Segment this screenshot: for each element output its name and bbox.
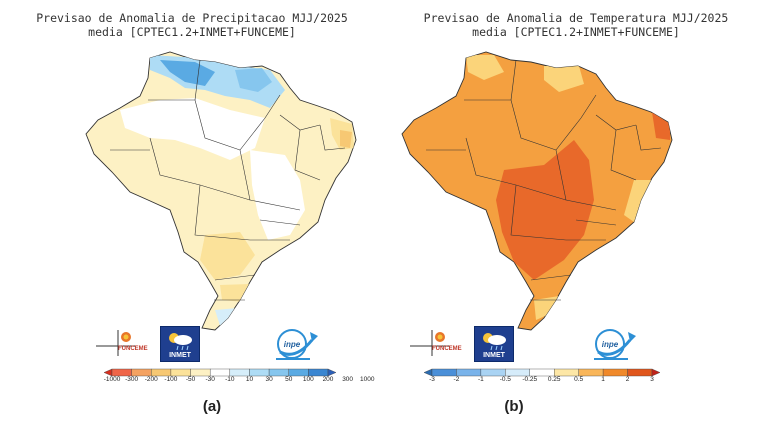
temp-colorbar-segment bbox=[480, 368, 506, 377]
inmet-logo-text: INMET bbox=[483, 352, 505, 359]
temp-colorbar-tick-label: 2 bbox=[625, 376, 630, 383]
precip-colorbar-segment bbox=[288, 368, 309, 377]
inmet-logo: INMET bbox=[474, 326, 514, 362]
precip-colorbar-tick-label: -200 bbox=[144, 376, 158, 383]
inmet-logo-emblem bbox=[483, 333, 506, 351]
precip-neutral-center bbox=[250, 150, 305, 240]
temp-colorbar-segment bbox=[456, 368, 482, 377]
temp-colorbar-tick-label: -2 bbox=[453, 376, 460, 383]
temp-subtitle: media [CPTEC1.2+INMET+FUNCEME] bbox=[472, 25, 680, 39]
precip-colorbar bbox=[104, 368, 336, 377]
precip-colorbar-tick-label: 50 bbox=[285, 376, 293, 383]
temp-light-north-amapa bbox=[544, 66, 584, 92]
temp-colorbar-tick-label: -1 bbox=[477, 376, 484, 383]
temp-colorbar-segment bbox=[554, 368, 579, 377]
temp-light-north-roraima bbox=[466, 55, 504, 80]
temp-colorbar-arrow-high bbox=[651, 368, 660, 377]
temp-strong-center-west bbox=[496, 140, 594, 280]
temp-colorbar-segment bbox=[627, 368, 653, 377]
temp-colorbar-segment bbox=[529, 368, 555, 377]
inpe-logo-text: inpe bbox=[284, 340, 301, 349]
temperature-panel: Previsao de Anomalia de Temperatura MJJ/… bbox=[384, 0, 768, 432]
panel-label-b: (b) bbox=[504, 398, 524, 415]
precip-colorbar-segment bbox=[268, 368, 289, 377]
precip-colorbar-segments bbox=[104, 368, 336, 377]
temp-colorbar-segment bbox=[505, 368, 530, 377]
inpe-logo: inpe bbox=[276, 329, 318, 360]
temp-colorbar-segment bbox=[578, 368, 604, 377]
temp-colorbar-segments bbox=[424, 368, 660, 377]
precip-colorbar-segment bbox=[111, 368, 132, 377]
precip-strong-positive-north bbox=[160, 60, 215, 86]
precip-colorbar-segment bbox=[229, 368, 250, 377]
precip-colorbar-arrow-low bbox=[104, 368, 113, 377]
temp-colorbar bbox=[424, 368, 660, 377]
precip-colorbar-segment bbox=[249, 368, 270, 377]
precip-colorbar-segment bbox=[308, 368, 329, 377]
temp-title: Previsao de Anomalia de Temperatura MJJ/… bbox=[423, 11, 729, 25]
temp-colorbar-tick-label: 0.25 bbox=[547, 376, 561, 383]
state-boundaries-precip bbox=[110, 59, 346, 301]
precip-neutral-south bbox=[215, 308, 240, 330]
precip-colorbar-tick-label: -300 bbox=[125, 376, 139, 383]
funceme-logo bbox=[410, 330, 450, 356]
funceme-logo bbox=[96, 330, 136, 356]
temp-colorbar-tick-label: 3 bbox=[650, 376, 654, 383]
funceme-logo-text: FUNCEME bbox=[118, 346, 148, 352]
temp-colorbar-segment bbox=[602, 368, 628, 377]
temp-colorbar-tick-label: -0.25 bbox=[522, 376, 538, 383]
inmet-logo-text: INMET bbox=[169, 352, 191, 359]
precip-colorbar-tick-label: 200 bbox=[322, 376, 334, 383]
precip-colorbar-tick-label: -10 bbox=[225, 376, 235, 383]
funceme-logo-text: FUNCEME bbox=[432, 346, 462, 352]
precip-colorbar-tick-label: -50 bbox=[185, 376, 196, 383]
precip-colorbar-tick-label: 300 bbox=[342, 376, 354, 383]
precip-colorbar-tick-label: 30 bbox=[265, 376, 273, 383]
temp-colorbar-tick-label: 1 bbox=[601, 376, 605, 383]
temp-strong-northeast-coast bbox=[652, 112, 670, 140]
temperature-map bbox=[401, 51, 673, 331]
temp-colorbar-arrow-low bbox=[424, 368, 433, 377]
precip-colorbar-tick-label: 10 bbox=[245, 376, 254, 383]
temp-colorbar-tick-label: 0.5 bbox=[574, 376, 584, 383]
inpe-logo-text: inpe bbox=[602, 340, 619, 349]
precip-colorbar-segment bbox=[131, 368, 152, 377]
precip-colorbar-segment bbox=[151, 368, 172, 377]
precip-colorbar-segment bbox=[209, 368, 231, 377]
temp-colorbar-segment bbox=[431, 368, 457, 377]
precip-negative-northeast-strong bbox=[340, 130, 352, 148]
temp-colorbar-labels: -3 -2 -1 -0.5 -0.25 0.25 0.5 1 2 3 bbox=[424, 376, 660, 386]
precip-subtitle: media [CPTEC1.2+INMET+FUNCEME] bbox=[88, 25, 296, 39]
temp-light-south bbox=[534, 296, 559, 320]
precip-colorbar-tick-label: 100 bbox=[302, 376, 314, 383]
precip-colorbar-tick-label: -1000 bbox=[103, 376, 121, 383]
precip-colorbar-segment bbox=[190, 368, 211, 377]
precipitation-map bbox=[85, 51, 357, 331]
inmet-logo: INMET bbox=[160, 326, 200, 362]
precip-colorbar-labels: -1000 -300 -200 -100 -50 -30 -10 10 30 50 100 200 30… bbox=[103, 376, 375, 386]
precip-title: Previsao de Anomalia de Precipitacao MJJ… bbox=[36, 11, 348, 25]
precip-colorbar-segment bbox=[170, 368, 191, 377]
precip-neutral-amazon bbox=[120, 98, 265, 160]
precip-negative-parana bbox=[220, 284, 250, 302]
precip-positive-east-amapa bbox=[235, 68, 272, 92]
precip-colorbar-arrow-high bbox=[327, 368, 336, 377]
inmet-logo-emblem bbox=[169, 333, 192, 351]
precip-colorbar-tick-label: -30 bbox=[205, 376, 215, 383]
precipitation-panel: Previsao de Anomalia de Precipitacao MJJ… bbox=[36, 11, 375, 415]
state-boundaries-temp bbox=[426, 59, 662, 301]
panel-label-a: (a) bbox=[202, 398, 222, 415]
inpe-logo: inpe bbox=[594, 329, 636, 360]
temp-colorbar-tick-label: -0.5 bbox=[499, 376, 511, 383]
precip-colorbar-tick-label: 1000 bbox=[360, 376, 375, 383]
precip-negative-south-center bbox=[200, 232, 255, 280]
temp-colorbar-tick-label: -3 bbox=[429, 376, 435, 383]
precip-colorbar-tick-label: -100 bbox=[164, 376, 178, 383]
